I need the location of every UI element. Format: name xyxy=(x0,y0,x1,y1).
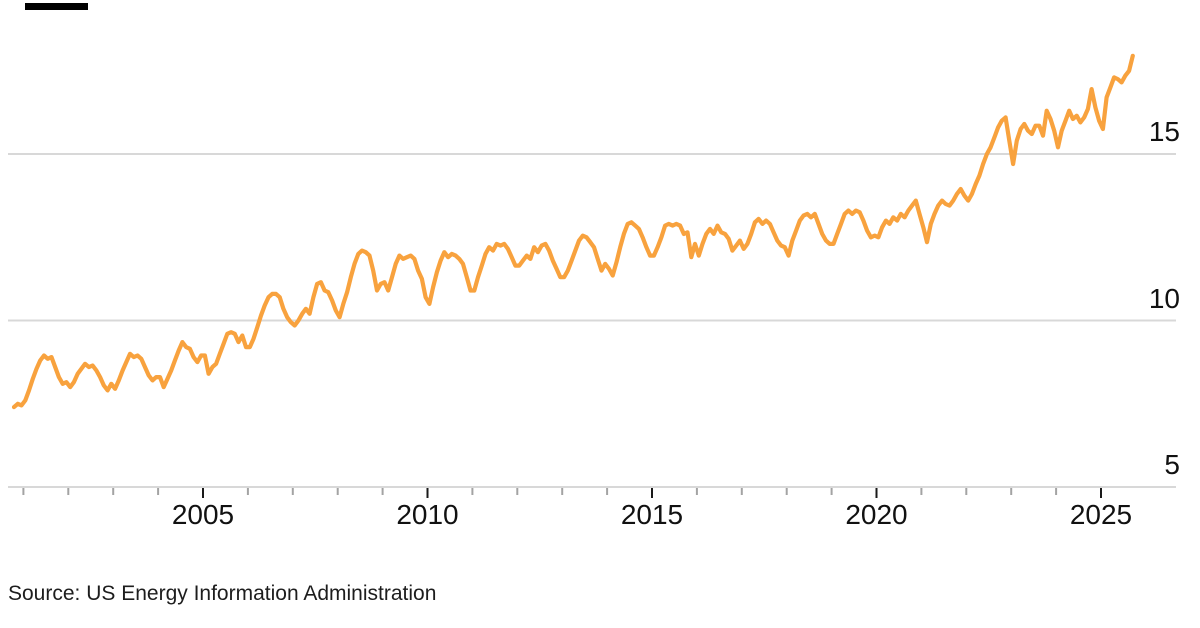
x-axis-label: 2005 xyxy=(171,499,235,530)
x-axis-label: 2010 xyxy=(396,499,459,530)
series-line-group xyxy=(11,53,1135,410)
source-note: Source: US Energy Information Administra… xyxy=(8,582,437,605)
x-axis-label: 2025 xyxy=(1069,499,1133,530)
y-axis-label: 15 xyxy=(1148,116,1180,147)
brand-bar xyxy=(25,3,88,10)
x-axis-label: 2020 xyxy=(845,499,908,530)
x-axis-ticks xyxy=(22,488,1102,498)
series-line xyxy=(11,53,1135,410)
x-axis-label: 2015 xyxy=(620,499,684,530)
gridlines xyxy=(8,153,1176,488)
y-axis-label: 10 xyxy=(1148,282,1180,314)
y-axis-label: 5 xyxy=(1164,449,1180,480)
